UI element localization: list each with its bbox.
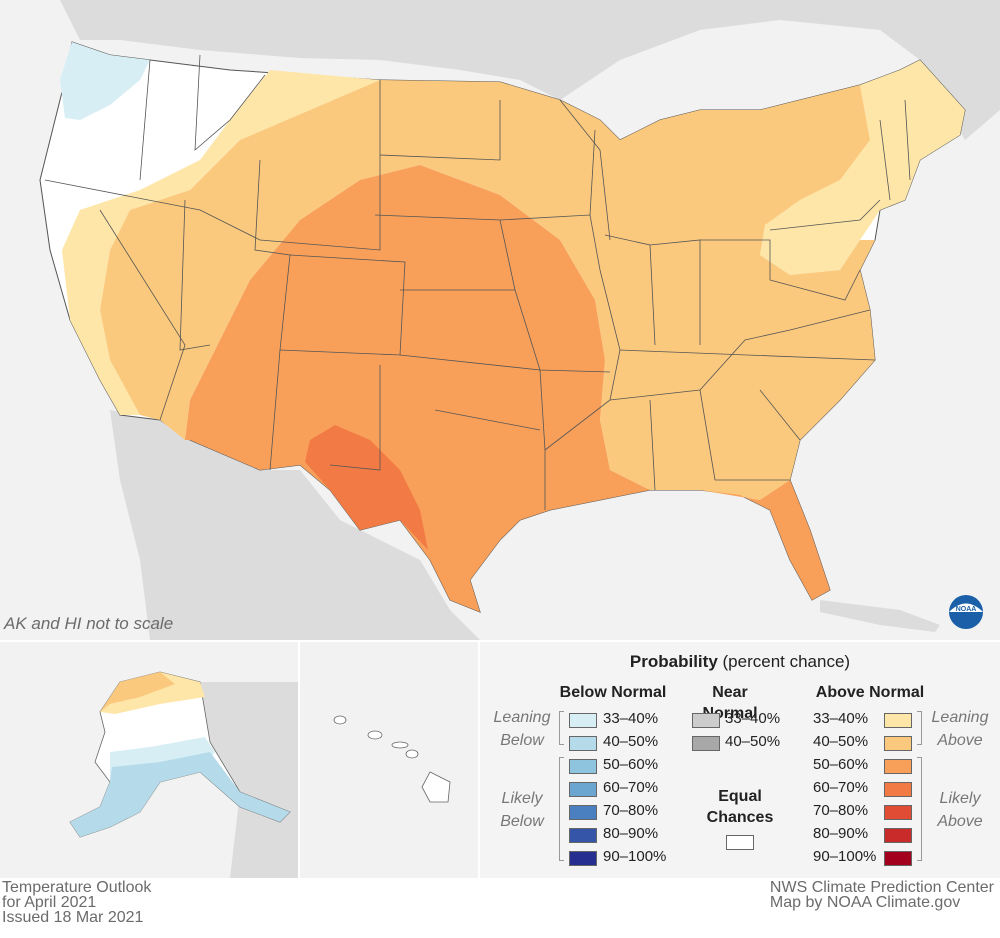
bracket-leaning-below [559, 711, 564, 745]
alaska-above-40-50 [100, 672, 175, 712]
above-bin-label-3: 60–70% [813, 779, 869, 796]
above-33-40-region [62, 60, 965, 415]
above-bin-swatch-5 [884, 828, 912, 843]
likely-below-label: Likely Below [482, 787, 562, 833]
below-bin-label-4: 70–80% [603, 802, 659, 819]
conus-map: NOAA AK and HI not to scale [0, 0, 1000, 640]
footer-credit-cpc: NWS Climate Prediction Center [769, 879, 994, 896]
above-word-right: Above [937, 732, 983, 749]
conus-map-svg: NOAA [0, 0, 1000, 640]
alaska-svg [0, 642, 298, 878]
near-bin-swatch-0 [692, 713, 720, 728]
footer-title: Temperature Outlook [2, 879, 152, 896]
likely-above-label: Likely Above [922, 787, 998, 833]
above-bin-label-2: 50–60% [813, 756, 869, 773]
footer-right: NWS Climate Prediction Center Map by NOA… [769, 879, 994, 911]
above-bin-label-6: 90–100% [813, 848, 877, 865]
above-bin-swatch-6 [884, 851, 912, 866]
bracket-likely-below [559, 757, 564, 861]
below-bin-swatch-5 [569, 828, 597, 843]
bracket-likely-above [917, 757, 922, 861]
above-bin-label-5: 80–90% [813, 825, 869, 842]
legend: Probability (percent chance) Below Norma… [480, 642, 1000, 878]
above-bin-swatch-2 [884, 759, 912, 774]
above-bin-label-1: 40–50% [813, 733, 869, 750]
hawaii-svg [300, 642, 478, 878]
below-bin-swatch-2 [569, 759, 597, 774]
below-bin-label-1: 40–50% [603, 733, 659, 750]
below-33-40-region [60, 42, 150, 120]
footer-issued: Issued 18 Mar 2021 [2, 909, 144, 926]
leaning-above-label: Leaning Above [922, 706, 998, 752]
likely-word-left: Likely [501, 790, 543, 807]
below-bin-swatch-6 [569, 851, 597, 866]
equal-chances-heading-2: Chances [706, 809, 774, 826]
below-bin-swatch-1 [569, 736, 597, 751]
likely-word-right: Likely [939, 790, 981, 807]
above-bin-swatch-4 [884, 805, 912, 820]
below-bin-label-2: 50–60% [603, 756, 659, 773]
below-bin-swatch-4 [569, 805, 597, 820]
legend-title-rest: (percent chance) [717, 652, 851, 671]
state-borders [44, 54, 911, 510]
hawaii-islands [333, 715, 451, 803]
below-bin-label-3: 60–70% [603, 779, 659, 796]
below-bin-label-5: 80–90% [603, 825, 659, 842]
hawaii-inset [300, 642, 478, 878]
above-bin-swatch-1 [884, 736, 912, 751]
canada-land [60, 0, 1000, 140]
footer-period: for April 2021 [2, 894, 97, 911]
bracket-leaning-above [917, 711, 922, 745]
legend-title: Probability (percent chance) [480, 652, 1000, 672]
legend-title-bold: Probability [629, 652, 718, 671]
below-bin-label-0: 33–40% [603, 710, 659, 727]
near-bin-label-1: 40–50% [725, 733, 781, 750]
noaa-logo: NOAA [949, 595, 983, 629]
above-bin-swatch-0 [884, 713, 912, 728]
below-normal-heading: Below Normal [559, 684, 667, 701]
below-bin-label-6: 90–100% [603, 848, 667, 865]
above-bin-swatch-3 [884, 782, 912, 797]
footer-credit-map: Map by NOAA Climate.gov [769, 894, 961, 911]
scale-note: AK and HI not to scale [4, 614, 174, 633]
above-bin-label-4: 70–80% [813, 802, 869, 819]
equal-chances-heading-1: Equal [718, 788, 762, 805]
near-bin-swatch-1 [692, 736, 720, 751]
cuba-bahamas-land [820, 600, 940, 632]
near-normal-heading-1: Near [712, 684, 748, 701]
above-60-70-region [305, 425, 428, 550]
below-word-left: Below [500, 732, 544, 749]
above-normal-heading: Above Normal [815, 684, 925, 701]
below-word-left-2: Below [500, 813, 544, 830]
leaning-word-right: Leaning [931, 709, 989, 726]
mexico-land [110, 410, 480, 640]
above-40-50-region [100, 80, 875, 500]
footer-left: Temperature Outlook for April 2021 Issue… [2, 879, 152, 926]
above-bin-label-0: 33–40% [813, 710, 869, 727]
leaning-below-label: Leaning Below [482, 706, 562, 752]
equal-chances-swatch [726, 835, 754, 850]
above-word-right-2: Above [937, 813, 983, 830]
below-bin-swatch-3 [569, 782, 597, 797]
leaning-word-left: Leaning [493, 709, 551, 726]
alaska-below-40-50 [70, 752, 290, 837]
canada-land-ak [200, 682, 298, 878]
near-bin-label-0: 33–40% [725, 710, 781, 727]
below-bin-swatch-0 [569, 713, 597, 728]
noaa-logo-text: NOAA [956, 606, 977, 613]
alaska-inset [0, 642, 298, 878]
